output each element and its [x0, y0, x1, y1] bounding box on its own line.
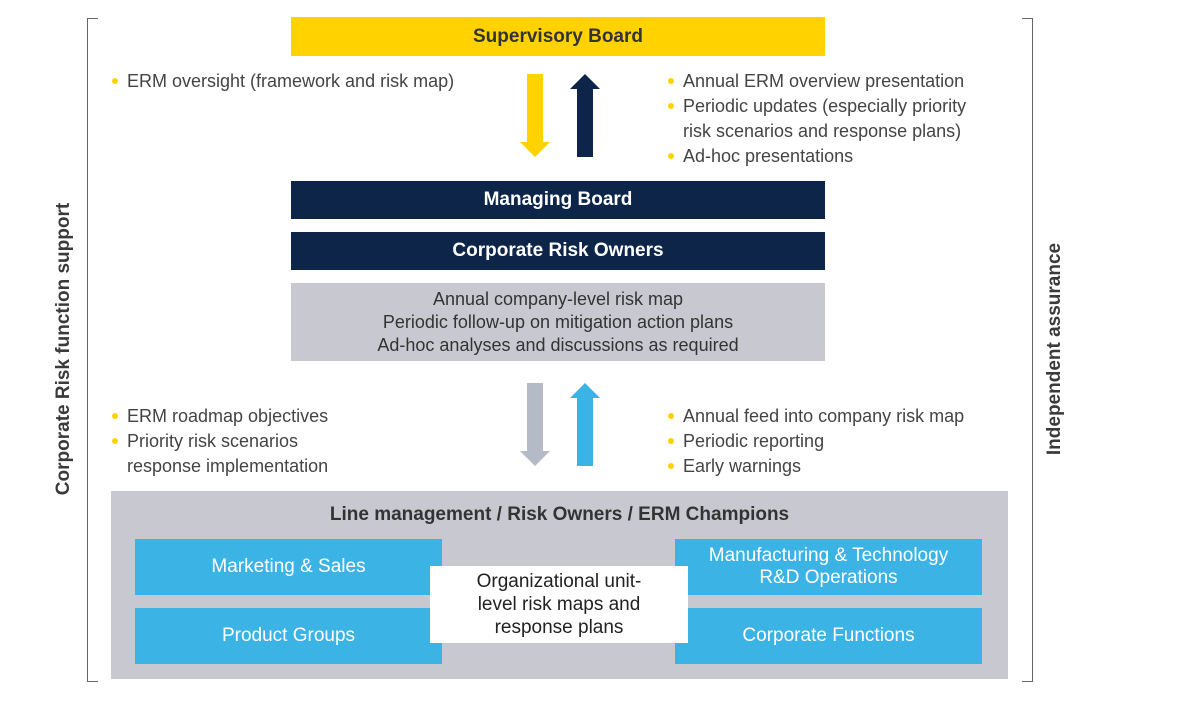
mid-right-bullets: Annual feed into company risk map Period… [668, 404, 964, 479]
company-level-box: Annual company-level risk map Periodic f… [291, 283, 825, 361]
bullet-item: Periodic reporting [668, 429, 964, 454]
organizational-unit-note-text: Organizational unit-level risk maps and … [476, 571, 642, 638]
line-management-title: Line management / Risk Owners / ERM Cham… [329, 504, 790, 525]
top-left-bullets: ERM oversight (framework and risk map) [112, 69, 454, 94]
bullet-item-continuation: response implementation [127, 456, 329, 476]
company-level-line: Periodic follow-up on mitigation action … [382, 311, 734, 332]
supervisory-board: Supervisory Board [291, 17, 825, 56]
corporate-risk-owners: Corporate Risk Owners [291, 232, 825, 270]
unit-manufacturing-technology: Manufacturing & Technology R&D Operation… [675, 539, 982, 595]
bullet-item-continuation: risk scenarios and response plans) [683, 121, 962, 141]
bullet-item: Ad-hoc presentations [668, 144, 966, 169]
top-right-bullets: Annual ERM overview presentation Periodi… [668, 69, 966, 169]
organizational-unit-note: Organizational unit-level risk maps and … [430, 566, 688, 643]
arrow-down-yellow-icon [520, 74, 550, 157]
arrow-up-navy-icon [570, 74, 600, 157]
bullet-item: Early warnings [668, 454, 964, 479]
corporate-risk-function-support-label: Corporate Risk function support [53, 202, 74, 496]
bullet-item: Annual ERM overview presentation [668, 69, 966, 94]
arrow-down-grey-icon [520, 383, 550, 466]
managing-board: Managing Board [291, 181, 825, 219]
bullet-item: ERM oversight (framework and risk map) [112, 69, 454, 94]
arrow-up-light-blue-icon [570, 383, 600, 466]
independent-assurance-label: Independent assurance [1044, 242, 1065, 456]
unit-corporate-functions: Corporate Functions [675, 608, 982, 664]
unit-marketing-sales: Marketing & Sales [135, 539, 442, 595]
company-level-line: Ad-hoc analyses and discussions as requi… [377, 334, 739, 355]
mid-left-bullets: ERM roadmap objectives Priority risk sce… [112, 404, 328, 479]
bullet-item: Priority risk scenarios [112, 429, 328, 454]
company-level-line: Annual company-level risk map [432, 288, 684, 309]
bullet-item: Annual feed into company risk map [668, 404, 964, 429]
bullet-item: Periodic updates (especially priority [668, 94, 966, 119]
bullet-item: ERM roadmap objectives [112, 404, 328, 429]
unit-product-groups: Product Groups [135, 608, 442, 664]
left-bracket [87, 18, 98, 682]
right-bracket [1022, 18, 1033, 682]
